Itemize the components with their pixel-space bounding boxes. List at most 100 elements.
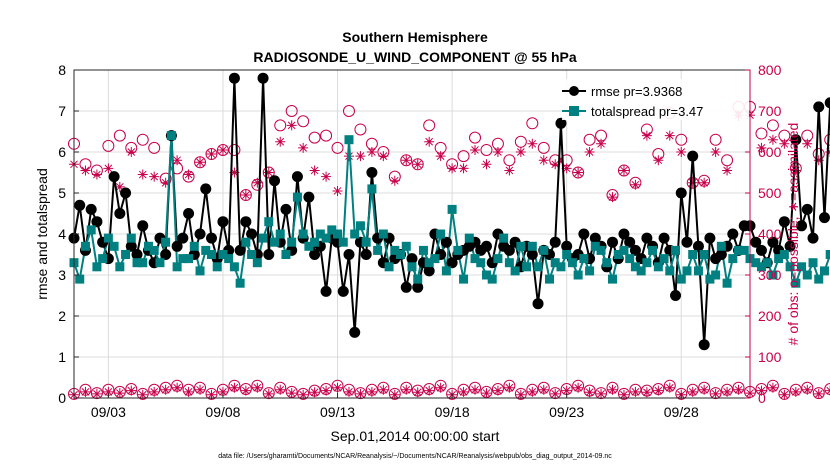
rmse-point: [784, 240, 796, 252]
totalspread-point: [550, 258, 560, 268]
rmse-point: [349, 326, 361, 338]
obs-assimilated-point: [126, 385, 137, 396]
y-tick-label-right: 300: [758, 267, 782, 283]
totalspread-point: [132, 258, 142, 268]
rmse-point: [91, 216, 103, 228]
totalspread-point: [373, 245, 383, 255]
rmse-point: [337, 285, 349, 297]
obs-assimilated-point: [366, 147, 377, 157]
obs-assimilated-point: [756, 142, 767, 153]
obs-assimilated-point: [309, 165, 320, 176]
totalspread-point: [751, 258, 761, 268]
totalspread-point: [676, 274, 686, 284]
totalspread-point: [481, 270, 491, 280]
rmse-point: [549, 236, 561, 248]
rmse-point: [692, 240, 704, 252]
obs-assimilated-point: [229, 167, 240, 178]
rmse-point: [670, 290, 682, 301]
obs-assimilated-point: [538, 384, 549, 395]
totalspread-point: [774, 254, 784, 264]
obs-assimilated-point: [676, 147, 687, 157]
obs-assimilated-point: [91, 169, 102, 180]
obs-possible-point: [423, 119, 436, 132]
totalspread-point: [407, 262, 417, 272]
obs-possible-point: [583, 133, 596, 146]
obs-possible-point: [480, 143, 493, 156]
totalspread-point: [310, 237, 320, 247]
x-tick-label: 09/18: [435, 404, 470, 420]
obs-assimilated-point: [722, 165, 733, 176]
totalspread-point: [625, 254, 635, 264]
obs-assimilated-point: [458, 163, 469, 174]
totalspread-point: [791, 278, 801, 288]
obs-assimilated-point: [206, 389, 217, 400]
x-tick-label: 09/03: [91, 404, 126, 420]
obs-assimilated-point: [263, 167, 274, 178]
legend-marker-rmse: [569, 86, 579, 96]
totalspread-point: [567, 258, 577, 268]
totalspread-point: [401, 241, 411, 251]
obs-assimilated-point: [435, 151, 446, 162]
rmse-point: [309, 249, 321, 260]
obs-assimilated-point: [550, 159, 561, 170]
obs-assimilated-point: [378, 384, 389, 395]
totalspread-point: [728, 254, 738, 264]
rmse-point: [503, 244, 515, 256]
obs-possible-point: [675, 133, 688, 146]
totalspread-point: [779, 250, 789, 259]
totalspread-point: [178, 254, 188, 264]
obs-assimilated-point: [80, 386, 91, 397]
y-tick-label-right: 800: [758, 62, 782, 78]
obs-assimilated-point: [584, 387, 595, 398]
y-tick-label-right: 100: [758, 349, 782, 365]
rmse-point: [406, 253, 418, 265]
obs-assimilated-point: [596, 388, 607, 399]
obs-assimilated-point: [710, 147, 721, 157]
rmse-point: [200, 183, 212, 195]
totalspread-point: [711, 270, 721, 280]
rmse-point: [704, 232, 716, 244]
obs-assimilated-point: [710, 388, 721, 399]
totalspread-point: [613, 250, 623, 259]
obs-assimilated-point: [137, 169, 148, 180]
totalspread-point: [367, 184, 377, 194]
obs-assimilated-point: [515, 147, 526, 157]
totalspread-point: [705, 274, 715, 284]
rmse-point: [269, 175, 281, 187]
totalspread-point: [493, 254, 503, 264]
x-tick-label: 09/08: [205, 404, 240, 420]
totalspread-point: [630, 262, 640, 272]
obs-possible-point: [102, 139, 115, 152]
totalspread-point: [143, 241, 153, 251]
obs-assimilated-point: [286, 120, 297, 131]
obs-assimilated-point: [802, 138, 813, 149]
totalspread-point: [155, 258, 165, 268]
y-axis-label-left: rmse and totalspread: [34, 168, 50, 300]
y-axis-left: 0 1 2 3 4 5 6 7 8: [58, 62, 79, 406]
obs-possible-point: [526, 117, 539, 130]
y-tick-label-right: 200: [758, 308, 782, 324]
rmse-point: [85, 203, 97, 215]
y-tick-label-left: 1: [58, 349, 66, 365]
rmse-point: [629, 244, 641, 256]
obs-assimilated-point: [596, 138, 607, 149]
rmse-point: [790, 134, 802, 146]
obs-assimilated-point: [653, 385, 664, 396]
obs-possible-point: [469, 131, 482, 144]
obs-possible-point: [297, 115, 310, 128]
rmse-point: [217, 216, 229, 228]
totalspread-point: [80, 241, 90, 251]
totalspread-point: [459, 274, 469, 284]
totalspread-point: [275, 229, 285, 239]
totalspread-point: [350, 229, 360, 239]
totalspread-point: [138, 258, 148, 268]
totalspread-point: [338, 237, 348, 247]
x-tick-label: 09/23: [549, 404, 584, 420]
obs-possible-point: [320, 129, 333, 142]
obs-assimilated-point: [630, 179, 641, 190]
obs-assimilated-point: [206, 149, 217, 160]
rmse-point: [555, 117, 567, 129]
obs-assimilated-point: [470, 384, 481, 395]
obs-assimilated-point: [321, 385, 332, 396]
totalspread-point: [499, 233, 509, 243]
